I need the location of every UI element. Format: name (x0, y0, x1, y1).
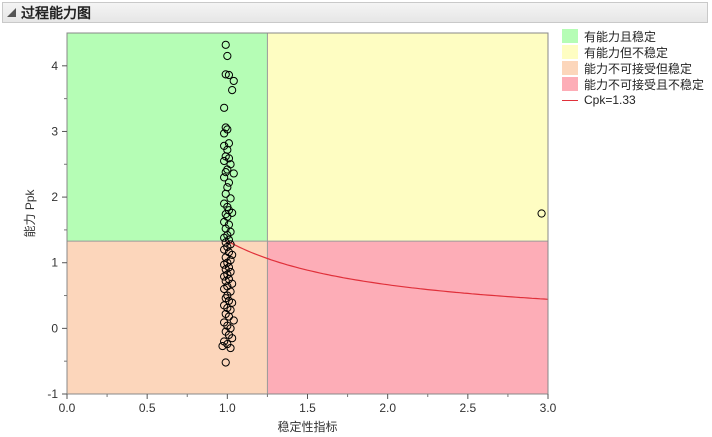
legend-item-cpk-curve[interactable]: Cpk=1.33 (562, 92, 708, 108)
data-point (221, 40, 230, 49)
legend-label: Cpk=1.33 (584, 93, 636, 107)
data-point (221, 70, 230, 79)
data-point (223, 51, 232, 61)
legend-label: 有能力且稳定 (584, 29, 657, 44)
data-point (220, 272, 229, 281)
legend-item-incapable-stable[interactable]: 能力不可接受但稳定 (562, 60, 708, 76)
data-point (228, 208, 237, 217)
data-point (221, 358, 230, 367)
data-point (228, 334, 237, 343)
data-point (229, 316, 238, 325)
data-point (218, 341, 227, 351)
data-point (220, 245, 229, 254)
y-tick-label: 1 (51, 256, 58, 270)
y-axis-title: 能力 Ppk (23, 188, 37, 237)
data-point (229, 76, 238, 86)
data-point (220, 156, 229, 166)
panel-title: 过程能力图 (21, 5, 91, 21)
data-point (229, 169, 238, 178)
x-axis-title: 稳定性指标 (277, 419, 337, 434)
data-point (224, 70, 234, 80)
data-point (220, 260, 229, 269)
data-point (220, 129, 229, 138)
legend-swatch (562, 29, 578, 43)
legend-label: 能力不可接受且不稳定 (584, 77, 705, 92)
legend-item-capable-unstable[interactable]: 有能力但不稳定 (562, 44, 708, 60)
data-point (220, 233, 229, 242)
data-point (221, 189, 230, 198)
data-point (221, 168, 230, 177)
y-axis-ticks: -1 0 1 2 3 4 (47, 59, 67, 401)
data-point (224, 178, 234, 187)
data-point (220, 173, 229, 182)
legend-line-swatch (562, 99, 578, 101)
data-point (224, 154, 234, 163)
legend-swatch (562, 61, 578, 75)
legend-item-incapable-unstable[interactable]: 能力不可接受且不稳定 (562, 76, 708, 92)
data-point (537, 209, 546, 218)
data-point (220, 103, 229, 112)
chart-regions (67, 33, 548, 394)
x-tick-label: 3.0 (540, 401, 557, 415)
data-point (226, 343, 235, 353)
x-tick-label: 1.5 (299, 401, 316, 415)
disclosure-triangle-icon[interactable] (7, 8, 16, 17)
x-tick-label: 1.0 (219, 401, 236, 415)
data-point (221, 123, 230, 132)
region-capable-stable (67, 33, 268, 242)
y-tick-label: -1 (47, 387, 58, 401)
legend-label: 能力不可接受但稳定 (584, 61, 693, 76)
x-tick-label: 2.0 (379, 401, 396, 415)
x-tick-label: 2.5 (459, 401, 476, 415)
legend: 有能力且稳定 有能力但不稳定 能力不可接受但稳定 能力不可接受且不稳定 Cpk=… (562, 28, 708, 108)
data-point (228, 86, 237, 95)
data-point (226, 194, 235, 203)
data-points (218, 40, 546, 367)
data-point (224, 312, 234, 321)
legend-swatch (562, 45, 578, 59)
x-axis-ticks: 0.0 0.5 1.0 1.5 2.0 2.5 3.0 (59, 394, 557, 415)
panel-title-bar[interactable]: 过程能力图 (2, 2, 708, 23)
y-tick-label: 0 (51, 321, 58, 335)
y-tick-label: 3 (51, 124, 58, 138)
region-incapable-stable (67, 241, 268, 394)
x-tick-label: 0.0 (59, 401, 76, 415)
legend-swatch (562, 77, 578, 91)
cpk-curve (227, 240, 549, 300)
y-tick-label: 4 (51, 59, 58, 73)
region-incapable-unstable (267, 241, 548, 394)
data-point (228, 279, 237, 288)
y-tick-label: 2 (51, 190, 58, 204)
region-capable-unstable (267, 33, 548, 242)
legend-label: 有能力但不稳定 (584, 45, 669, 60)
x-tick-label: 0.5 (139, 401, 156, 415)
legend-item-capable-stable[interactable]: 有能力且稳定 (562, 28, 708, 44)
